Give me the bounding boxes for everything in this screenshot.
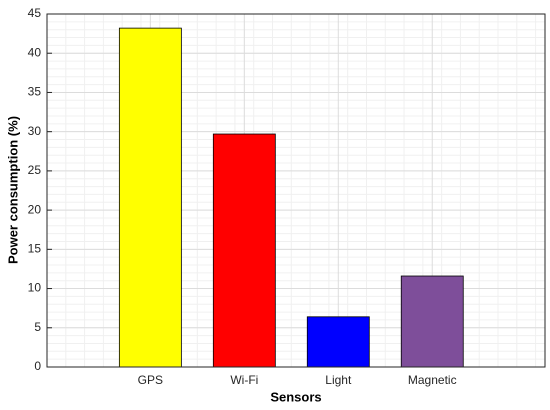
y-tick-label: 40 (28, 45, 42, 59)
bar (400, 275, 464, 368)
x-tick-label: Wi-Fi (230, 373, 258, 387)
bar (212, 133, 276, 368)
y-tick-label: 15 (28, 242, 42, 256)
bar (306, 316, 370, 368)
y-axis-label: Power consumption (%) (5, 116, 20, 264)
x-tick-label: GPS (138, 373, 163, 387)
y-tick-label: 0 (34, 359, 41, 373)
y-tick-label: 35 (28, 85, 42, 99)
y-tick-label: 30 (28, 124, 42, 138)
x-tick-label: Magnetic (408, 373, 457, 387)
x-axis-label: Sensors (270, 389, 321, 404)
y-tick-label: 25 (28, 163, 42, 177)
y-tick-label: 10 (28, 281, 42, 295)
bar (118, 27, 182, 368)
y-tick-label: 45 (28, 6, 42, 20)
y-tick-label: 20 (28, 202, 42, 216)
x-tick-label: Light (325, 373, 352, 387)
y-tick-label: 5 (34, 320, 41, 334)
axes-box (46, 13, 546, 368)
